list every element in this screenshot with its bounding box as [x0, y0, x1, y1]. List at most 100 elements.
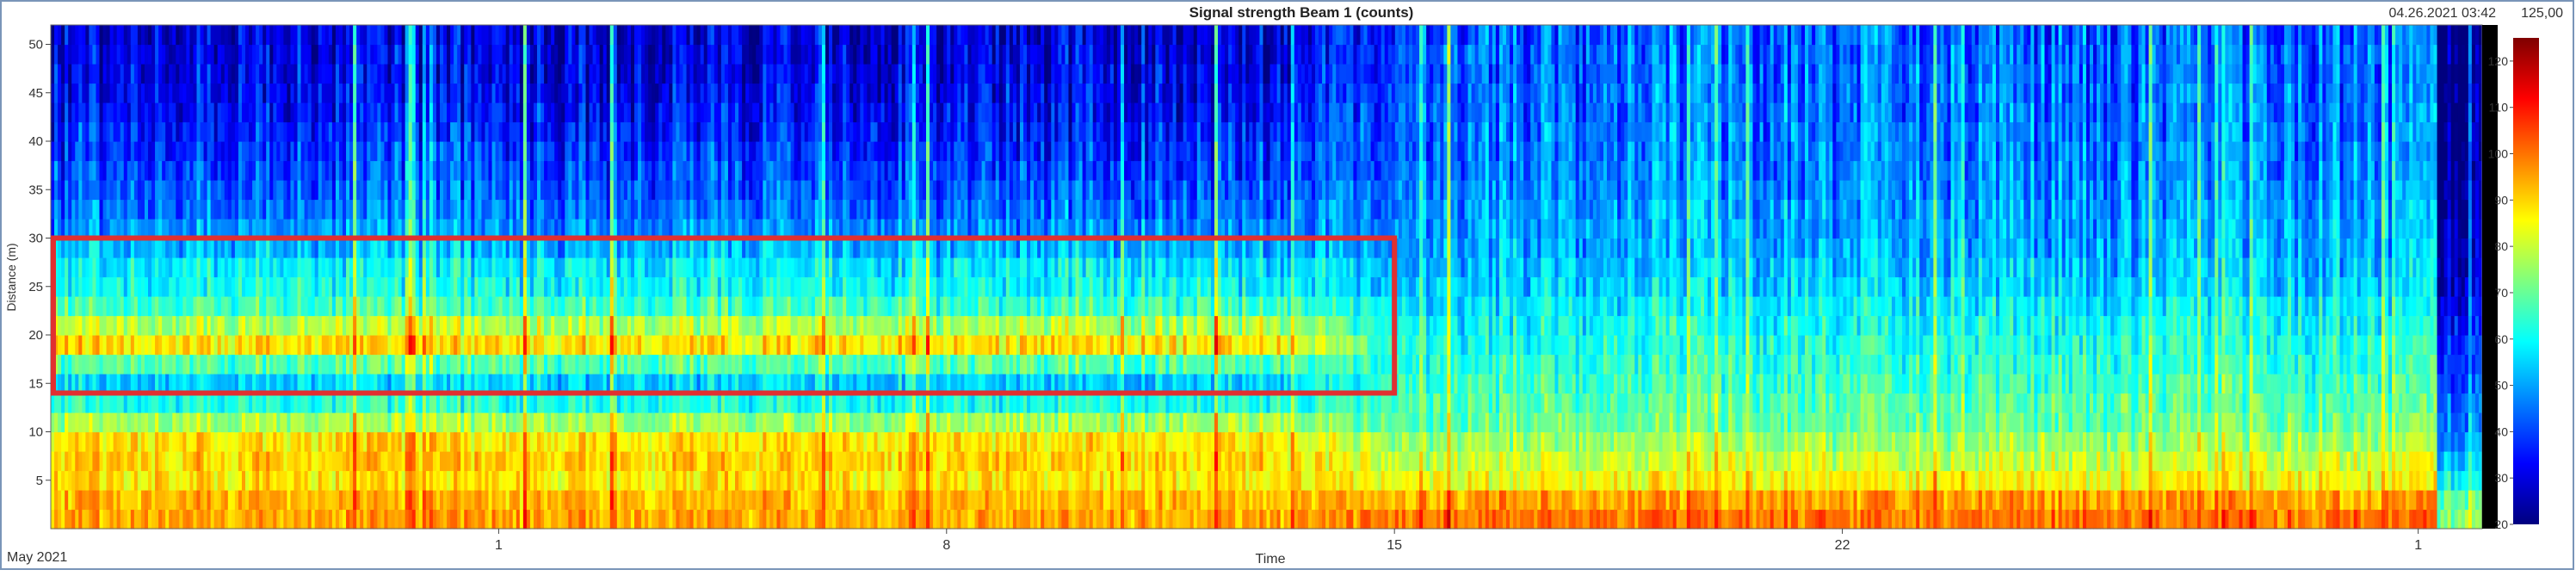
- heatmap-cell: [329, 335, 333, 355]
- heatmap-cell: [287, 296, 291, 316]
- heatmap-cell: [672, 471, 676, 491]
- heatmap-cell: [145, 277, 149, 297]
- heatmap-cell: [65, 432, 69, 452]
- heatmap-cell: [336, 451, 340, 471]
- heatmap-cell: [471, 84, 475, 103]
- heatmap-cell: [621, 510, 625, 530]
- heatmap-cell: [71, 161, 76, 181]
- heatmap-cell: [593, 257, 597, 277]
- heatmap-cell: [520, 335, 524, 355]
- heatmap-cell: [85, 471, 90, 491]
- heatmap-cell: [426, 122, 430, 142]
- heatmap-cell: [426, 335, 430, 355]
- heatmap-cell: [614, 25, 618, 45]
- heatmap-cell: [242, 238, 246, 258]
- heatmap-cell: [676, 335, 680, 355]
- heatmap-cell: [134, 25, 139, 45]
- heatmap-cell: [235, 200, 239, 220]
- heatmap-cell: [409, 200, 413, 220]
- heatmap-cell: [259, 257, 263, 277]
- heatmap-cell: [551, 277, 555, 297]
- heatmap-cell: [464, 238, 468, 258]
- heatmap-cell: [68, 64, 72, 84]
- heatmap-cell: [221, 296, 225, 316]
- heatmap-cell: [687, 316, 691, 336]
- heatmap-cell: [245, 335, 250, 355]
- heatmap-cell: [638, 316, 642, 336]
- heatmap-cell: [107, 84, 111, 103]
- heatmap-cell: [238, 141, 243, 161]
- heatmap-cell: [492, 200, 497, 220]
- heatmap-cell: [506, 510, 510, 530]
- heatmap-cell: [276, 200, 281, 220]
- heatmap-cell: [252, 122, 256, 142]
- heatmap-cell: [596, 180, 601, 200]
- heatmap-cell: [440, 510, 444, 530]
- heatmap-cell: [471, 45, 475, 65]
- heatmap-cell: [51, 510, 55, 530]
- heatmap-cell: [544, 102, 548, 122]
- heatmap-cell: [600, 412, 604, 432]
- heatmap-cell: [336, 180, 340, 200]
- heatmap-cell: [416, 45, 420, 65]
- heatmap-cell: [92, 200, 96, 220]
- heatmap-cell: [315, 25, 319, 45]
- heatmap-cell: [645, 412, 649, 432]
- heatmap-cell: [460, 432, 465, 452]
- heatmap-cell: [617, 393, 621, 413]
- heatmap-cell: [474, 296, 479, 316]
- heatmap-cell: [363, 122, 368, 142]
- heatmap-cell: [457, 64, 461, 84]
- heatmap-cell: [211, 471, 215, 491]
- heatmap-cell: [193, 257, 197, 277]
- heatmap-cell: [547, 180, 552, 200]
- heatmap-cell: [694, 355, 698, 375]
- heatmap-cell: [499, 335, 503, 355]
- heatmap-cell: [138, 180, 142, 200]
- heatmap-cell: [707, 257, 712, 277]
- heatmap-cell: [259, 64, 263, 84]
- heatmap-plot-area[interactable]: [51, 25, 2483, 530]
- heatmap-cell: [186, 45, 190, 65]
- heatmap-cell: [131, 180, 135, 200]
- heatmap-cell: [457, 180, 461, 200]
- heatmap-cell: [165, 355, 170, 375]
- heatmap-cell: [707, 316, 712, 336]
- heatmap-cell: [593, 161, 597, 181]
- heatmap-cell: [360, 25, 364, 45]
- heatmap-cell: [197, 122, 201, 142]
- heatmap-cell: [402, 102, 406, 122]
- heatmap-cell: [652, 238, 656, 258]
- heatmap-cell: [380, 45, 385, 65]
- heatmap-cell: [607, 45, 611, 65]
- heatmap-cell: [464, 277, 468, 297]
- heatmap-cell: [117, 355, 121, 375]
- heatmap-cell: [238, 45, 243, 65]
- heatmap-cell: [568, 335, 572, 355]
- heatmap-cell: [214, 180, 219, 200]
- heatmap-cell: [78, 180, 83, 200]
- heatmap-cell: [499, 316, 503, 336]
- heatmap-cell: [614, 122, 618, 142]
- heatmap-cell: [638, 490, 642, 510]
- heatmap-cell: [103, 451, 108, 471]
- heatmap-cell: [513, 490, 517, 510]
- heatmap-cell: [162, 393, 166, 413]
- heatmap-cell: [621, 64, 625, 84]
- heatmap-cell: [409, 180, 413, 200]
- heatmap-cell: [402, 393, 406, 413]
- heatmap-cell: [51, 45, 55, 65]
- heatmap-cell: [457, 45, 461, 65]
- heatmap-cell: [377, 102, 381, 122]
- heatmap-cell: [541, 84, 545, 103]
- heatmap-cell: [527, 451, 531, 471]
- heatmap-cell: [266, 25, 270, 45]
- heatmap-cell: [225, 257, 229, 277]
- heatmap-cell: [561, 122, 565, 142]
- heatmap-cell: [182, 316, 187, 336]
- heatmap-cell: [318, 122, 323, 142]
- heatmap-cell: [510, 45, 514, 65]
- heatmap-cell: [346, 102, 350, 122]
- heatmap-cell: [294, 451, 299, 471]
- heatmap-cell: [370, 510, 374, 530]
